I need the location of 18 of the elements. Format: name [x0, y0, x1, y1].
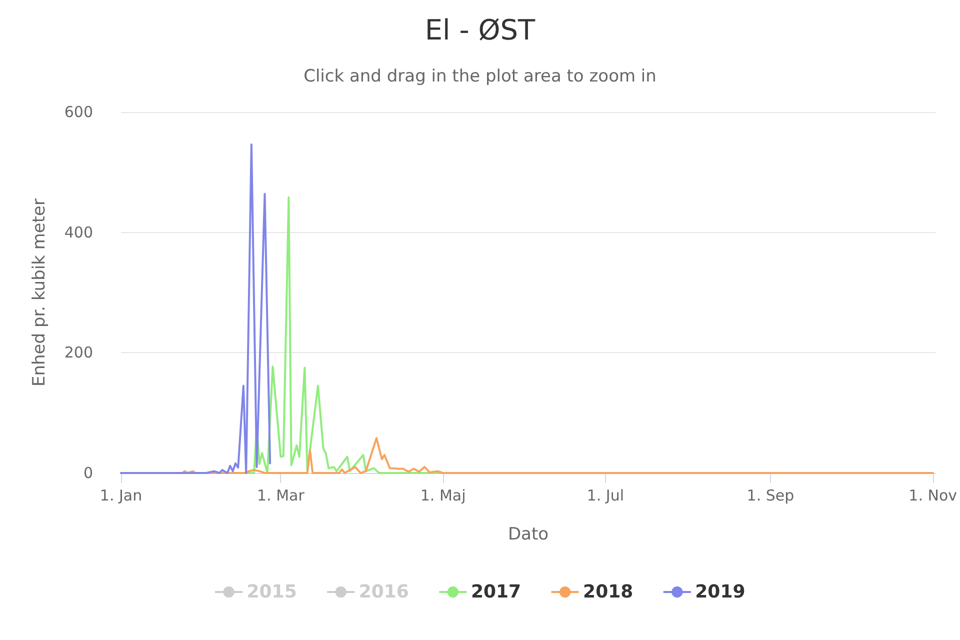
x-tick-label: 1. Jan [100, 486, 142, 504]
y-tick-label: 400 [64, 223, 93, 242]
x-tick-label: 1. Mar [257, 486, 306, 504]
x-tick-label: 1. Maj [420, 486, 466, 504]
legend-label: 2019 [695, 582, 746, 602]
legend-label: 2018 [583, 582, 634, 602]
x-tick-label: 1. Nov [908, 486, 958, 504]
chart-subtitle: Click and drag in the plot area to zoom in [304, 66, 656, 86]
x-axis-title: Dato [508, 524, 549, 544]
x-tick-label: 1. Jul [586, 486, 624, 504]
y-tick-label: 0 [83, 464, 93, 482]
line-series [120, 143, 272, 474]
legend-label: 2017 [470, 582, 522, 602]
y-tick-label: 600 [64, 103, 93, 121]
y-tick-label: 200 [64, 344, 93, 362]
x-tick-label: 1. Sep [746, 486, 794, 504]
chart-title: El - ØST [424, 14, 536, 46]
y-axis-title: Enhed pr. kubik meter [30, 198, 50, 386]
